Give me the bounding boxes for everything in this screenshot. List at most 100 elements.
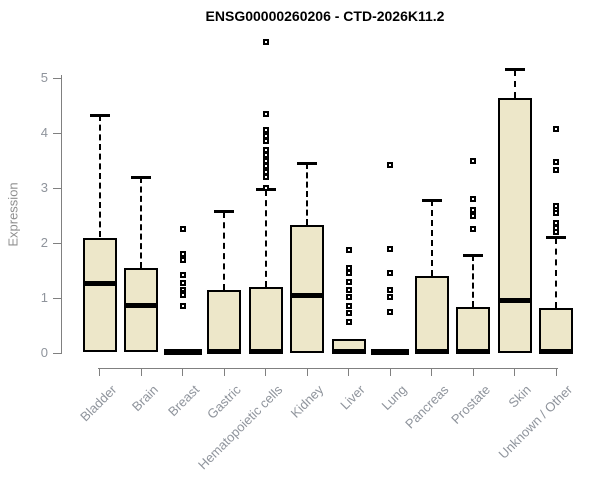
- median-3: [207, 348, 241, 354]
- x-tick: [140, 368, 142, 376]
- outlier-point: [345, 293, 352, 300]
- x-tick-label-prostate: Prostate: [447, 382, 493, 427]
- outlier-point: [262, 110, 269, 117]
- outlier-point: [553, 159, 559, 166]
- outlier-point: [179, 271, 186, 278]
- outlier-point: [345, 247, 352, 254]
- outlier-point: [262, 163, 269, 169]
- outlier-point: [345, 264, 352, 271]
- x-tick: [472, 368, 474, 376]
- outlier-point: [179, 279, 186, 286]
- box-9: [456, 307, 490, 353]
- whisker-cap-3: [214, 210, 234, 214]
- median-0: [82, 280, 117, 286]
- outlier-point: [345, 278, 352, 285]
- y-tick-label: 3: [40, 180, 48, 195]
- outlier-point: [262, 127, 269, 134]
- x-tick: [306, 368, 308, 376]
- whisker-3: [223, 211, 225, 290]
- outlier-point: [470, 196, 476, 202]
- outlier-point: [387, 269, 393, 276]
- x-tick: [555, 368, 557, 376]
- outlier-point: [262, 146, 269, 153]
- x-tick-label-unknown-other: Unknown / Other: [496, 382, 576, 462]
- whisker-cap-0: [89, 113, 110, 117]
- x-tick: [389, 368, 391, 376]
- x-tick: [223, 368, 225, 376]
- outlier-point: [262, 168, 269, 175]
- outlier-point: [262, 39, 269, 46]
- median-5: [290, 292, 324, 298]
- outlier-point: [387, 286, 393, 293]
- x-tick-label-lung: Lung: [378, 382, 410, 414]
- whisker-9: [472, 255, 474, 308]
- chart-title: ENSG00000260206 - CTD-2026K11.2: [205, 8, 445, 24]
- outlier-point: [262, 157, 269, 164]
- median-9: [456, 348, 490, 354]
- box-3: [207, 289, 241, 353]
- x-axis-line: [97, 368, 558, 369]
- outlier-point: [345, 310, 352, 317]
- outlier-point: [470, 212, 476, 219]
- outlier-point: [387, 245, 393, 252]
- outlier-point: [345, 303, 352, 310]
- outlier-point: [262, 132, 269, 139]
- x-tick-label-breast: Breast: [164, 382, 203, 420]
- whisker-8: [430, 200, 433, 276]
- outlier-point: [553, 166, 559, 173]
- outlier-point: [262, 152, 269, 158]
- x-tick-label-liver: Liver: [337, 382, 369, 413]
- box-11: [539, 307, 573, 353]
- whisker-5: [306, 163, 308, 225]
- median-11: [539, 348, 573, 354]
- box-0: [82, 237, 117, 352]
- x-tick-label-kidney: Kidney: [287, 382, 327, 421]
- box-5: [290, 224, 324, 353]
- whisker-cap-5: [297, 161, 317, 165]
- whisker-1: [140, 177, 142, 268]
- outlier-point: [553, 229, 559, 235]
- y-tick: [53, 77, 62, 79]
- flat-box-2: [163, 348, 202, 355]
- outlier-point: [553, 210, 559, 217]
- x-tick: [99, 368, 100, 376]
- y-tick-label: 2: [40, 235, 48, 250]
- whisker-cap-1: [131, 175, 151, 179]
- median-10: [497, 298, 532, 304]
- outlier-point: [345, 270, 352, 277]
- y-tick-label: 5: [40, 70, 48, 85]
- box-8: [414, 276, 449, 353]
- outlier-point: [262, 174, 269, 180]
- y-tick: [53, 297, 62, 299]
- whisker-10: [513, 69, 516, 99]
- x-tick: [182, 368, 183, 376]
- y-tick: [53, 187, 62, 189]
- y-axis-line: [61, 75, 62, 354]
- x-tick: [431, 368, 432, 376]
- box-4: [248, 287, 283, 353]
- flat-box-7: [371, 348, 409, 355]
- x-tick: [265, 368, 266, 376]
- y-tick-label: 4: [40, 125, 48, 140]
- outlier-point: [179, 292, 186, 299]
- y-tick: [53, 352, 62, 354]
- outlier-point: [345, 287, 352, 294]
- outlier-point: [179, 251, 186, 257]
- y-tick-label: 1: [40, 290, 48, 305]
- whisker-4: [264, 189, 267, 287]
- median-8: [414, 348, 449, 354]
- x-tick-label-bladder: Bladder: [76, 382, 120, 425]
- outlier-point: [470, 207, 476, 213]
- median-1: [124, 302, 158, 308]
- median-4: [248, 348, 283, 354]
- y-tick: [53, 132, 62, 134]
- y-tick-label: 0: [40, 345, 48, 360]
- outlier-point: [179, 256, 186, 263]
- x-tick-label-skin: Skin: [505, 382, 535, 411]
- whisker-11: [555, 237, 557, 308]
- y-axis-label: Expression: [5, 182, 21, 247]
- x-tick-label-gastric: Gastric: [203, 382, 244, 422]
- x-tick: [514, 368, 515, 376]
- outlier-point: [179, 303, 186, 310]
